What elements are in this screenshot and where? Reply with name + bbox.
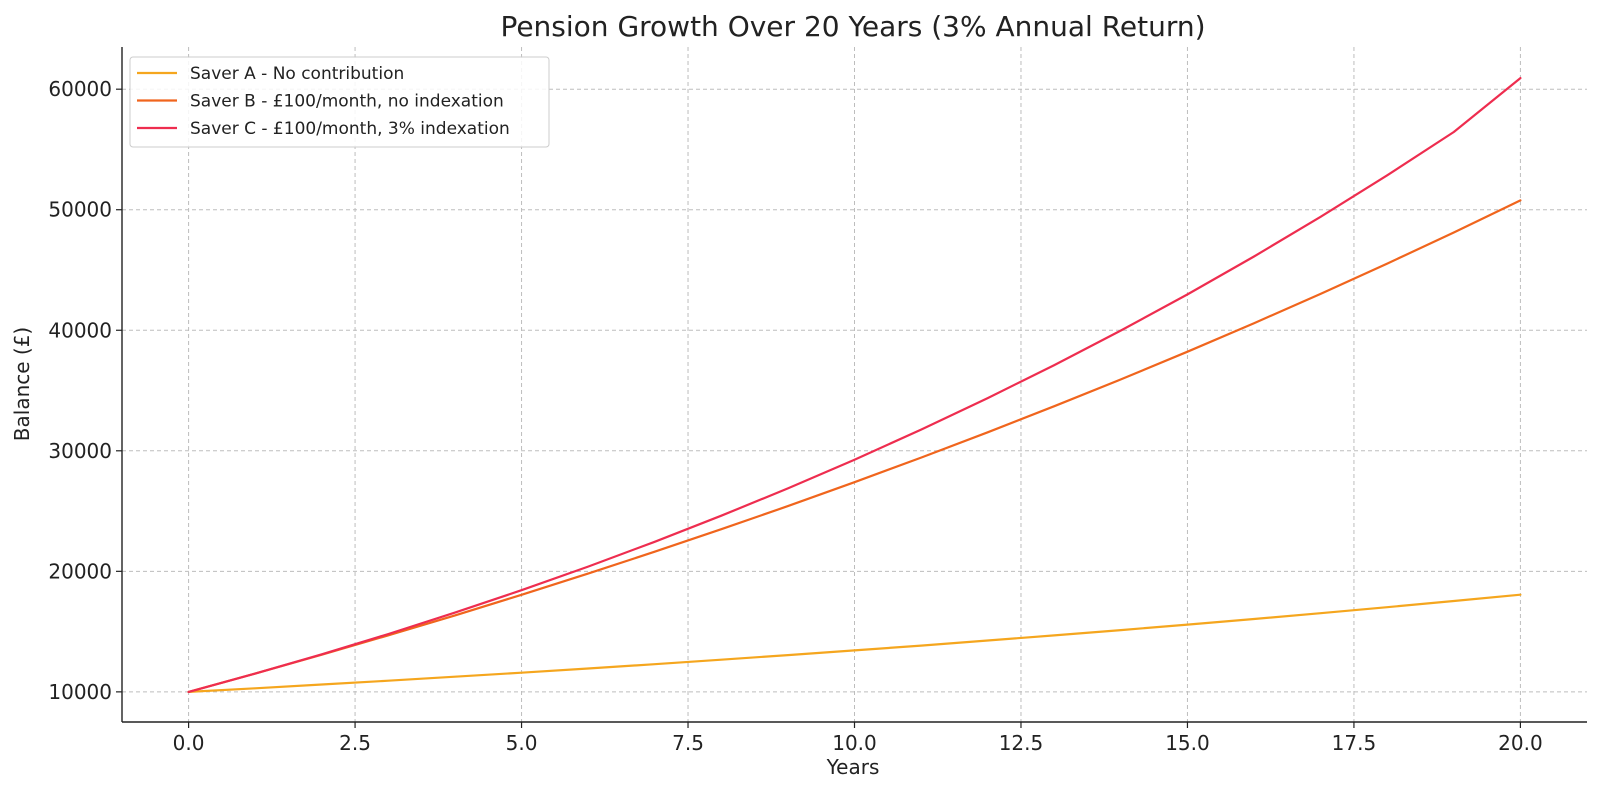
x-tick-label: 5.0 [506,731,538,755]
y-axis-ticks: 10000 20000 30000 40000 50000 60000 [48,77,122,704]
x-tick-label: 0.0 [173,731,205,755]
legend-label: Saver C - £100/month, 3% indexation [190,119,510,139]
series-line-3 [187,77,1522,693]
legend: Saver A - No contribution Saver B - £100/… [129,56,550,148]
chart-title: Pension Growth Over 20 Years (3% Annual … [500,10,1205,43]
series-line-1 [187,593,1522,693]
y-tick-label: 40000 [48,318,112,342]
y-tick-label: 30000 [48,439,112,463]
x-tick-label: 15.0 [1165,731,1210,755]
y-tick-label: 20000 [48,559,112,583]
series-line-2 [187,199,1522,693]
x-tick-label: 10.0 [832,731,877,755]
grid-lines [122,47,1587,722]
x-tick-label: 20.0 [1498,731,1543,755]
legend-label: Saver B - £100/month, no indexation [190,92,504,112]
x-tick-label: 7.5 [672,731,704,755]
series-lines [187,77,1522,693]
legend-box [129,56,550,148]
x-tick-label: 12.5 [999,731,1044,755]
x-tick-label: 17.5 [1332,731,1377,755]
y-tick-label: 60000 [48,77,112,101]
x-tick-label: 2.5 [339,731,371,755]
y-tick-label: 10000 [48,680,112,704]
legend-label: Saver A - No contribution [190,64,404,84]
y-tick-label: 50000 [48,198,112,222]
y-axis-label: Balance (£) [10,327,34,441]
x-axis-ticks: 0.0 2.5 5.0 7.5 10.0 12.5 15.0 17.5 20.0 [173,722,1543,755]
x-axis-label: Years [826,755,880,779]
